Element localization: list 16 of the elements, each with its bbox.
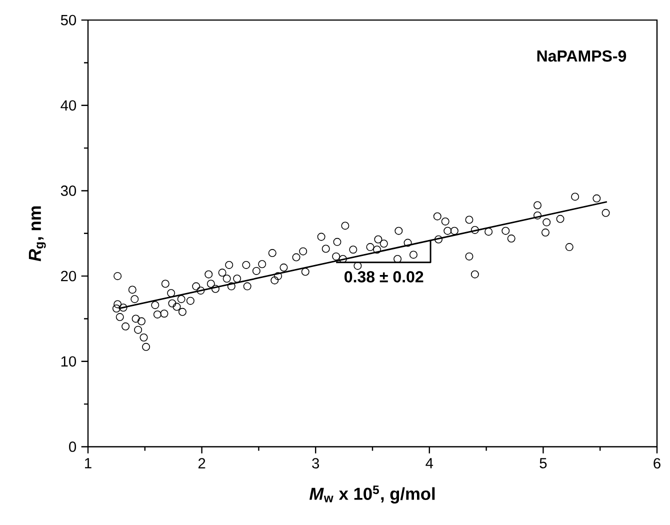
- x-tick-label: 3: [312, 458, 320, 468]
- x-tick-label: 1: [85, 458, 92, 468]
- x-tick-label: 4: [426, 458, 434, 468]
- x-axis-title: M$_{w}$ x 10$^{5}$, g/mol: [309, 486, 435, 504]
- y-axis-title: R$_{g}$, nm: [28, 206, 46, 262]
- y-tick-label: 50: [60, 14, 76, 26]
- y-tick-label: 0: [69, 442, 76, 452]
- text: NaPAMPS-9: [537, 50, 626, 62]
- y-tick-label: 30: [60, 186, 76, 196]
- x-tick-label: 2: [198, 458, 206, 468]
- y-tick-label: 20: [61, 270, 76, 282]
- x-tick-label: 5: [540, 458, 547, 468]
- annotation: 0.38 ± 0.02: [344, 271, 424, 282]
- y-tick-label: 10: [61, 356, 76, 367]
- x-tick-label: 6: [654, 458, 660, 468]
- y-tick-label: 40: [60, 100, 76, 111]
